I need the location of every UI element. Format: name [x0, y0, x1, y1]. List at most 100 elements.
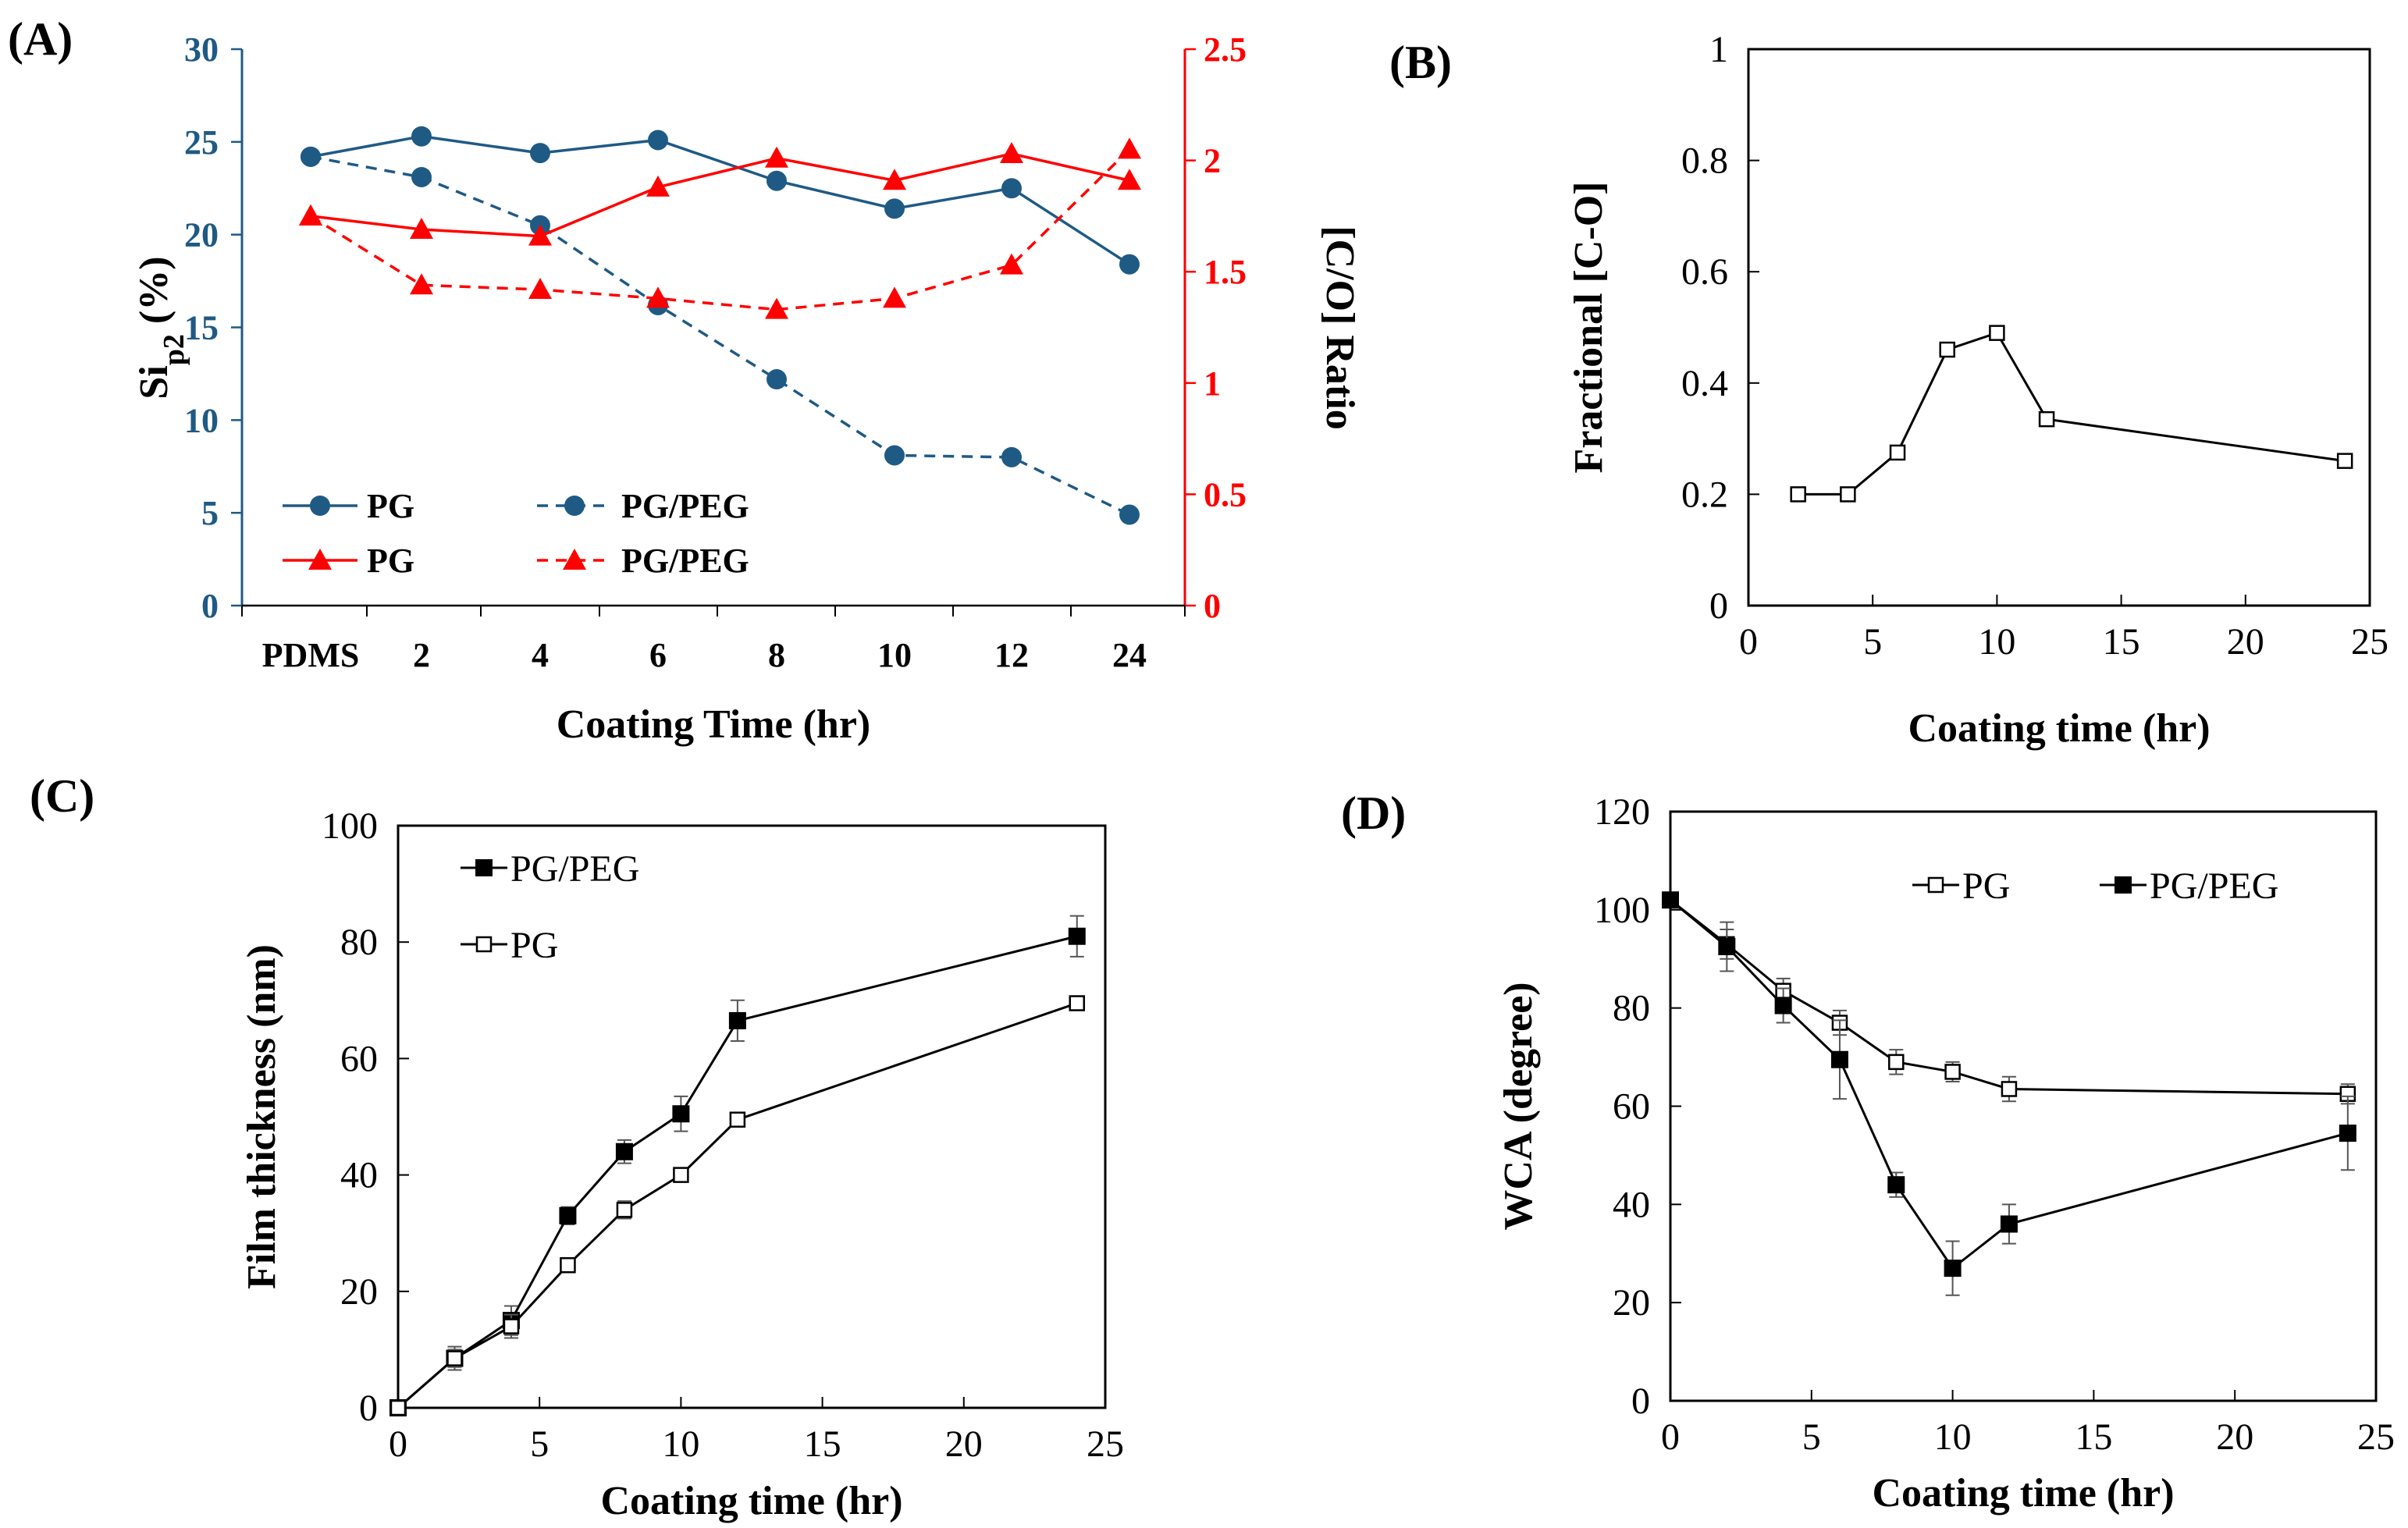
- y-axis-title: Fractional [C-O]: [1567, 181, 1611, 473]
- data-point: [1939, 341, 1955, 358]
- x-tick-label: 24: [1112, 636, 1147, 674]
- x-tick-label: 12: [994, 636, 1029, 674]
- x-tick-label: 20: [2227, 621, 2264, 663]
- data-point: [410, 218, 433, 240]
- data-point: [648, 130, 668, 151]
- data-point: [2001, 1081, 2018, 1097]
- data-point: [446, 1350, 463, 1366]
- y-tick-label: 0.4: [1681, 363, 1728, 404]
- data-point: [615, 1142, 633, 1160]
- data-point: [2000, 1215, 2018, 1233]
- data-point: [2038, 410, 2055, 428]
- data-point: [1840, 486, 1856, 503]
- legend-marker: [564, 496, 585, 516]
- series-line: [1798, 331, 2346, 496]
- data-point: [528, 278, 552, 300]
- legend-marker: [310, 496, 330, 516]
- data-point: [411, 126, 432, 147]
- legend-marker: [563, 549, 586, 570]
- data-point: [560, 1256, 576, 1274]
- y-tick-label: 40: [340, 1155, 378, 1196]
- data-point: [1888, 1054, 1905, 1071]
- data-point: [503, 1318, 520, 1334]
- y-tick-label: 80: [340, 922, 378, 963]
- data-point: [411, 166, 432, 187]
- series-line: [310, 152, 1130, 238]
- y-tick-label: 0.8: [1681, 140, 1728, 182]
- plot-frame: [1747, 48, 2371, 607]
- panel-c: (C) 0 20 40 60 80 100 0 5 10 15 20 25 Coating time (h…: [30, 770, 1124, 1523]
- panel-label: (C): [30, 770, 94, 822]
- series-line: [397, 1002, 1078, 1409]
- y-tick-label: 20: [184, 216, 219, 254]
- y-tick-label: 0: [201, 587, 219, 625]
- y-axis-title: WCA (degree): [1496, 982, 1541, 1230]
- x-tick-label: 25: [1087, 1423, 1124, 1465]
- data-point: [729, 1111, 746, 1128]
- y-tick-label: 60: [1613, 1086, 1650, 1128]
- legend-marker: [475, 859, 493, 876]
- x-tick-label: 8: [768, 636, 785, 674]
- data-point: [1001, 446, 1022, 467]
- data-point: [1000, 142, 1023, 164]
- legend-marker: [1927, 876, 1944, 894]
- data-point: [299, 204, 322, 226]
- data-point: [2339, 1125, 2356, 1142]
- x-tick-label: 10: [662, 1423, 699, 1465]
- y-tick-label: 5: [201, 494, 219, 532]
- legend-label: PG: [367, 487, 414, 525]
- x-tick-label: PDMS: [262, 636, 360, 674]
- y-tick-label: 20: [1613, 1282, 1650, 1324]
- legend-label: PG/PEG: [510, 848, 639, 890]
- data-point: [1944, 1064, 1961, 1080]
- y-tick-label: 80: [1613, 988, 1650, 1029]
- x-tick-label: 5: [530, 1423, 549, 1465]
- series-line: [1670, 899, 2348, 1096]
- x-tick-label: 15: [804, 1423, 841, 1465]
- x-tick-label: 5: [1863, 621, 1882, 663]
- series-line: [310, 148, 1131, 311]
- y2-tick-label: 1.5: [1204, 253, 1247, 291]
- data-point: [1119, 254, 1140, 275]
- data-point: [883, 286, 906, 308]
- y-tick-label: 40: [1613, 1184, 1650, 1225]
- data-point: [1119, 504, 1140, 525]
- data-point: [528, 224, 552, 246]
- data-point: [1068, 927, 1086, 945]
- y2-tick-label: 1: [1204, 364, 1221, 403]
- y-tick-label: 30: [184, 30, 219, 69]
- data-point: [883, 169, 906, 190]
- y-tick-label: 1: [1709, 29, 1728, 70]
- series-line: [310, 134, 1130, 266]
- x-tick-label: 6: [649, 636, 667, 674]
- data-point: [728, 1011, 746, 1029]
- data-point: [673, 1167, 689, 1183]
- y-tick-label: 120: [1594, 791, 1650, 833]
- y2-tick-label: 2: [1204, 142, 1221, 180]
- y-tick-label: 0: [359, 1388, 378, 1429]
- data-point: [1887, 1176, 1905, 1194]
- x-tick-label: 10: [1934, 1416, 1972, 1458]
- data-point: [1001, 178, 1022, 199]
- data-point: [1989, 325, 2005, 341]
- panel-label: (D): [1341, 787, 1406, 839]
- data-point: [1118, 169, 1141, 190]
- data-point: [884, 198, 905, 219]
- x-tick-label: 15: [2103, 621, 2140, 663]
- data-point: [1889, 444, 1906, 461]
- y-tick-label: 20: [340, 1271, 378, 1313]
- legend-label: PG/PEG: [621, 542, 749, 580]
- legend-label: PG: [367, 542, 414, 580]
- data-point: [2336, 453, 2353, 469]
- data-point: [765, 146, 788, 168]
- x-axis-title: Coating time (hr): [1872, 1471, 2174, 1516]
- data-point: [646, 175, 670, 197]
- plot-frame: [397, 824, 1107, 1409]
- panel-label: (B): [1389, 37, 1452, 88]
- data-point: [646, 286, 670, 308]
- data-point: [1000, 253, 1023, 275]
- legend-marker: [475, 936, 493, 953]
- y-tick-label: 25: [184, 123, 219, 162]
- y-tick-label: 0: [1631, 1381, 1650, 1422]
- y2-tick-label: 2.5: [1204, 30, 1247, 69]
